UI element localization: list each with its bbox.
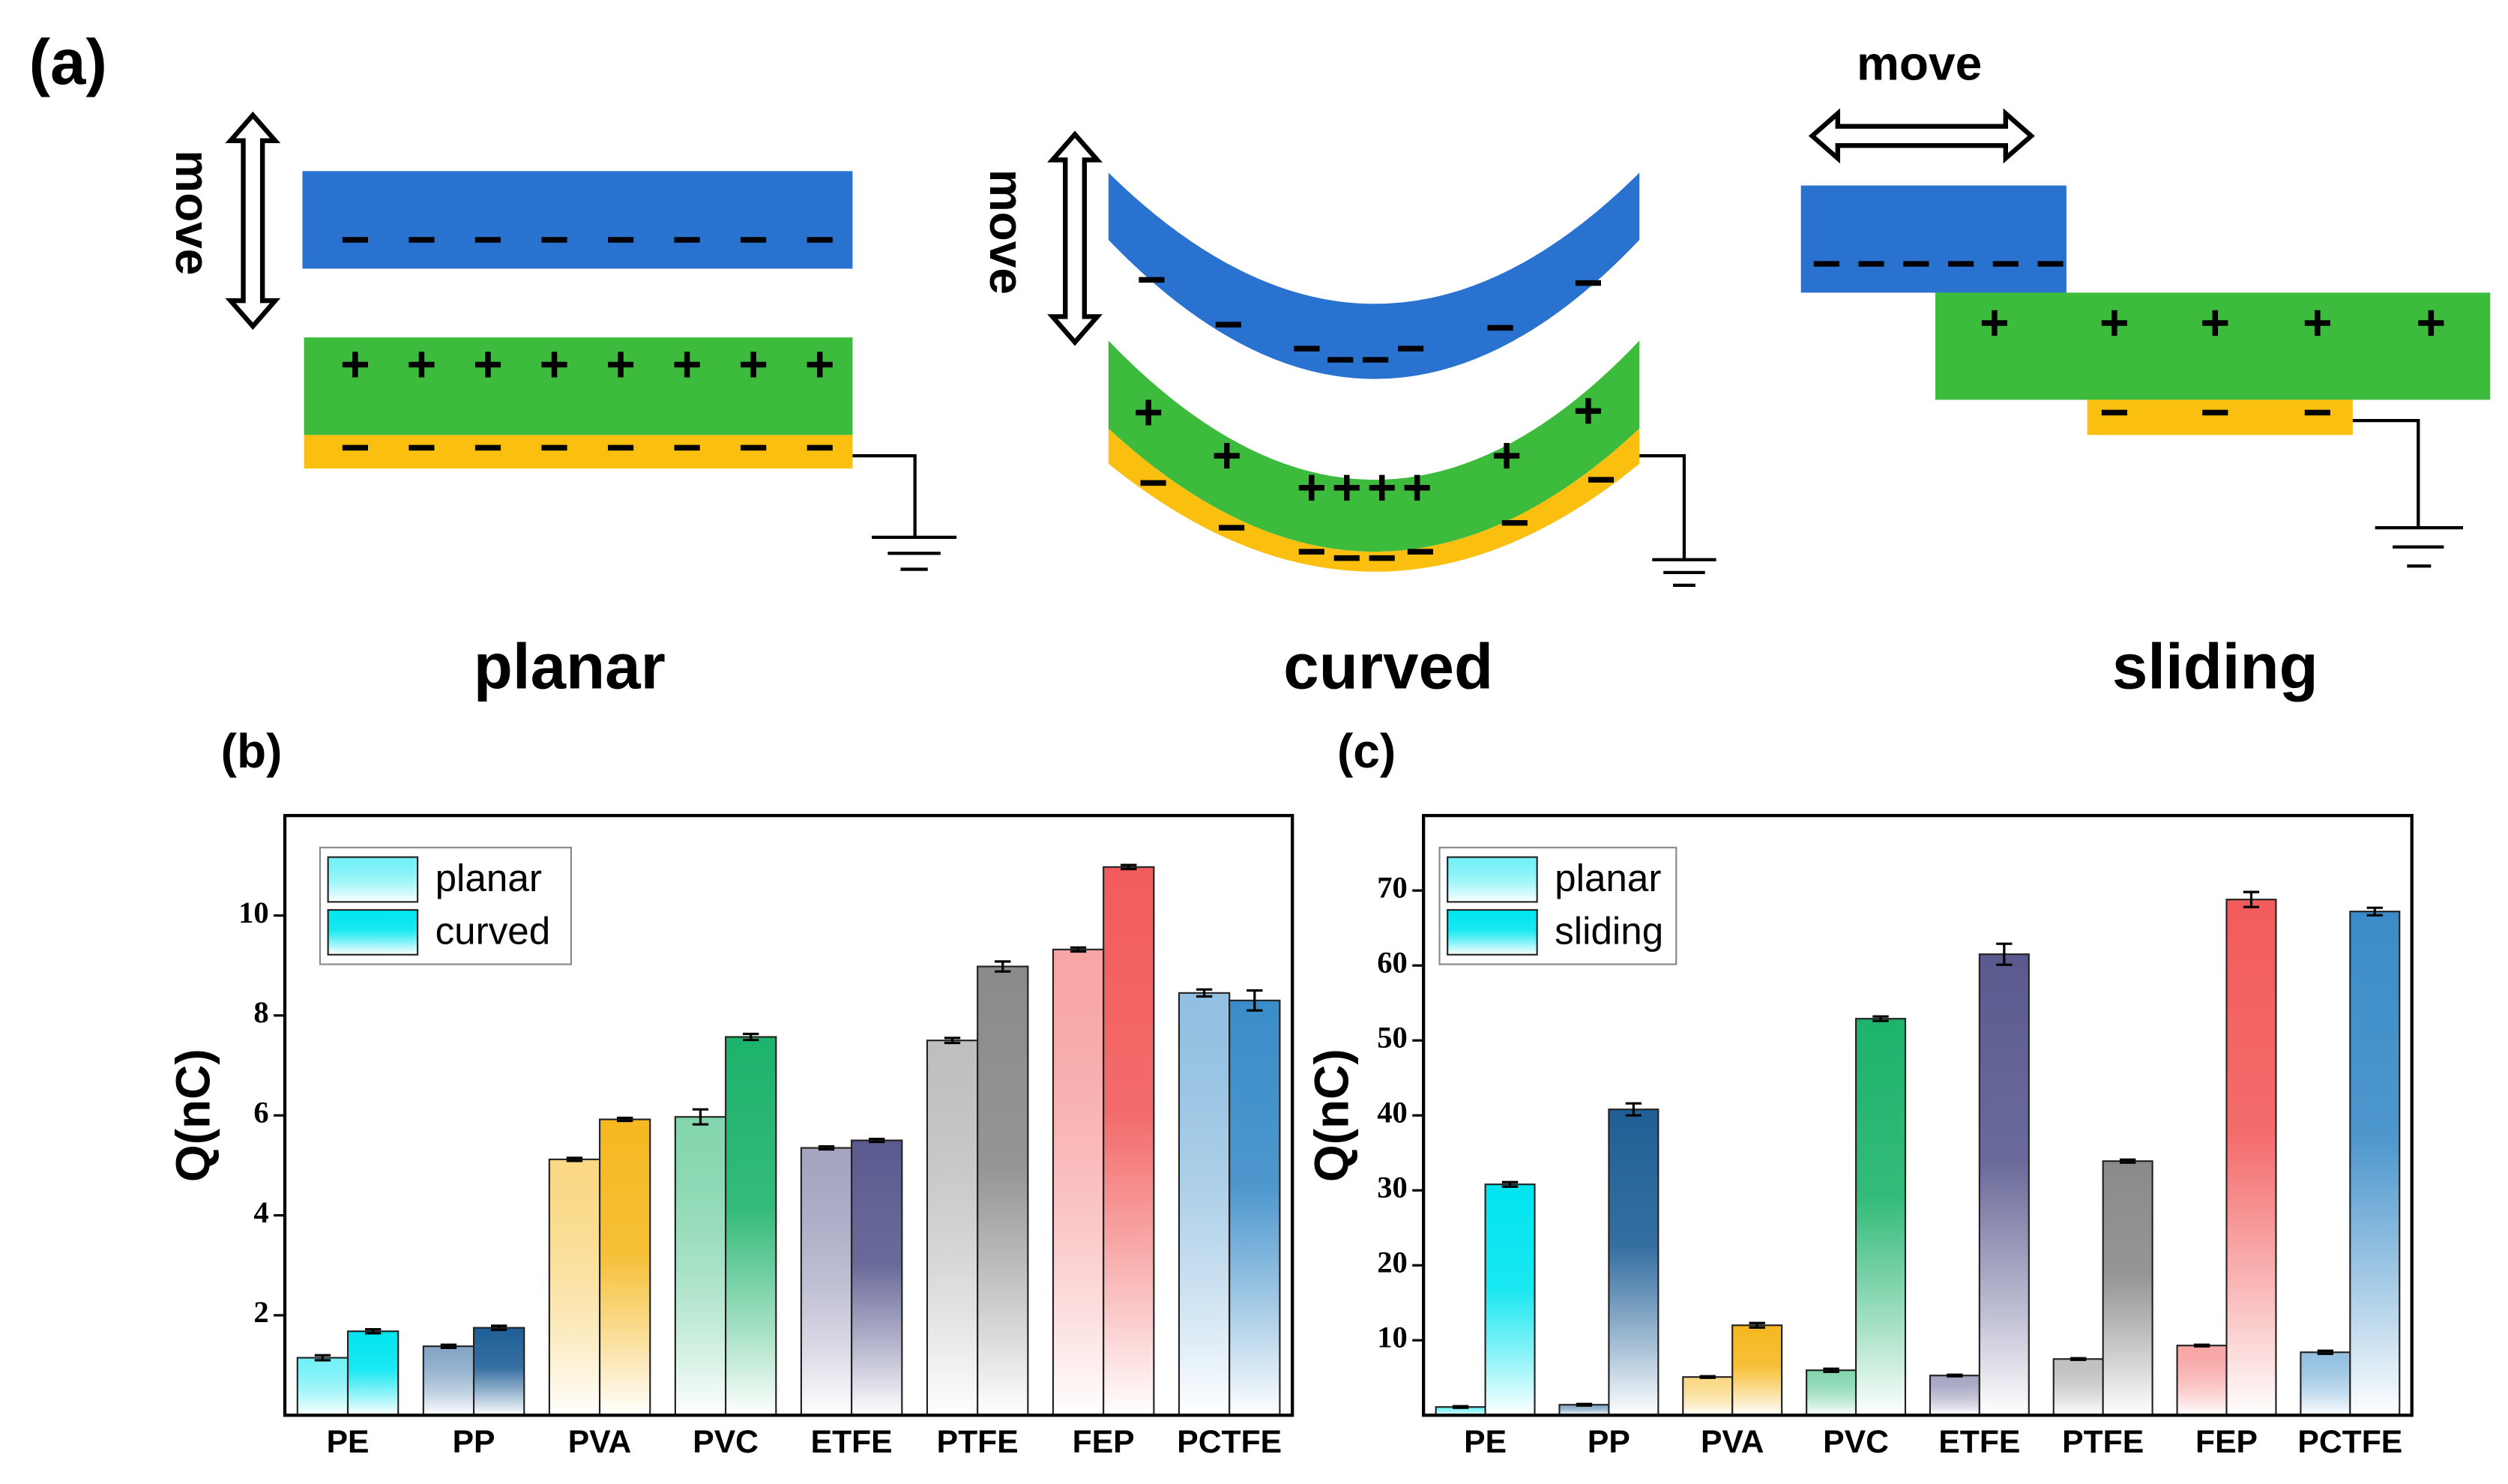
bar xyxy=(1052,948,1105,1417)
bar xyxy=(1608,1109,1660,1417)
x-tick-label: PVC xyxy=(1823,1424,1889,1460)
x-tick-label: PCTFE xyxy=(1177,1424,1282,1460)
y-tick-label: 40 xyxy=(1377,1095,1408,1129)
config-label: planar xyxy=(474,632,666,703)
bar xyxy=(851,1139,903,1417)
sliding-diagram: move sliding xyxy=(1800,37,2491,703)
bar xyxy=(599,1118,651,1417)
wire xyxy=(852,453,917,537)
bar xyxy=(1929,1375,1980,1417)
legend-label: curved xyxy=(435,910,551,953)
move-label: move xyxy=(980,169,1034,295)
panel-label: (a) xyxy=(29,27,107,98)
x-tick-label: PTFE xyxy=(2062,1424,2144,1460)
bar xyxy=(422,1345,475,1417)
blue-layer xyxy=(302,171,853,269)
move-arrow xyxy=(1047,130,1103,346)
legend-swatch xyxy=(327,856,419,903)
config-label: curved xyxy=(1283,632,1493,703)
bar xyxy=(2300,1351,2351,1417)
y-tick-label: 70 xyxy=(1377,870,1408,904)
panel-label: (c) xyxy=(1337,724,1396,778)
legend-swatch xyxy=(1447,908,1538,956)
bar xyxy=(2052,1358,2104,1417)
x-tick-label: PE xyxy=(1464,1424,1507,1460)
x-tick-label: FEP xyxy=(2195,1424,2258,1460)
x-tick-label: PVA xyxy=(568,1424,632,1460)
x-tick-label: PE xyxy=(327,1424,370,1460)
x-tick-label: PP xyxy=(453,1424,495,1460)
panel-label: (b) xyxy=(221,724,283,778)
bar xyxy=(1978,953,2030,1417)
yellow-layer xyxy=(1108,428,1640,572)
bar xyxy=(725,1036,777,1417)
bar xyxy=(1806,1369,1857,1417)
y-tick-label: 8 xyxy=(253,995,268,1029)
y-tick-label: 20 xyxy=(1377,1246,1408,1279)
y-axis-label: Q(nC) xyxy=(1305,1049,1359,1182)
x-tick-label: PTFE xyxy=(937,1424,1019,1460)
x-tick-label: ETFE xyxy=(1938,1424,2020,1460)
legend-label: sliding xyxy=(1555,910,1663,953)
blue-layer xyxy=(1108,172,1640,379)
bar xyxy=(1229,999,1281,1417)
y-tick-label: 30 xyxy=(1377,1171,1408,1204)
green-layer xyxy=(1108,340,1640,552)
bar xyxy=(548,1158,601,1417)
bar xyxy=(346,1330,400,1417)
yellow-layer xyxy=(2087,399,2353,435)
curved-diagram: move curved xyxy=(980,130,1716,703)
config-label: sliding xyxy=(2112,632,2318,703)
bar xyxy=(1682,1376,1734,1417)
bar xyxy=(1731,1324,1783,1417)
x-tick-label: PP xyxy=(1588,1424,1630,1460)
green-layer xyxy=(304,337,853,435)
move-label: move xyxy=(1857,37,1982,91)
yellow-layer xyxy=(304,435,853,469)
y-tick-label: 60 xyxy=(1377,945,1408,979)
y-tick-label: 50 xyxy=(1377,1020,1408,1054)
bar xyxy=(296,1357,349,1417)
y-tick-label: 10 xyxy=(1377,1321,1408,1354)
bar xyxy=(926,1040,979,1417)
bar xyxy=(1484,1183,1536,1417)
legend-label: planar xyxy=(1555,857,1661,899)
x-tick-label: PCTFE xyxy=(2297,1424,2402,1460)
legend-swatch xyxy=(327,908,419,956)
bar xyxy=(674,1116,727,1417)
move-arrow xyxy=(225,111,281,331)
wire xyxy=(1639,453,1686,560)
bar xyxy=(1178,992,1231,1417)
bar xyxy=(472,1327,525,1417)
bar xyxy=(977,965,1029,1417)
bar xyxy=(2225,899,2277,1417)
x-tick-label: PVA xyxy=(1701,1424,1764,1460)
legend-swatch xyxy=(1447,856,1538,903)
y-tick-label: 4 xyxy=(253,1195,268,1229)
bar xyxy=(2349,911,2401,1417)
planar-diagram: move planar xyxy=(166,111,957,703)
plot-frame xyxy=(1422,814,2414,1417)
y-tick-label: 10 xyxy=(238,896,269,929)
wire xyxy=(2352,419,2420,528)
y-tick-label: 6 xyxy=(253,1095,268,1129)
blue-layer xyxy=(1800,185,2067,293)
plot-frame xyxy=(283,814,1294,1417)
bar xyxy=(800,1147,853,1417)
move-arrow xyxy=(1808,108,2035,164)
green-layer xyxy=(1935,292,2491,400)
move-label: move xyxy=(166,150,220,275)
x-tick-label: FEP xyxy=(1073,1424,1135,1460)
bar xyxy=(1103,866,1155,1417)
bar xyxy=(2102,1160,2153,1417)
legend-label: planar xyxy=(435,857,542,899)
bar xyxy=(1854,1018,1907,1417)
y-axis-label: Q(nC) xyxy=(166,1049,220,1182)
x-tick-label: PVC xyxy=(693,1424,759,1460)
y-tick-label: 2 xyxy=(253,1295,268,1329)
bar xyxy=(2176,1345,2228,1417)
charges xyxy=(342,237,2444,561)
x-tick-label: ETFE xyxy=(811,1424,893,1460)
